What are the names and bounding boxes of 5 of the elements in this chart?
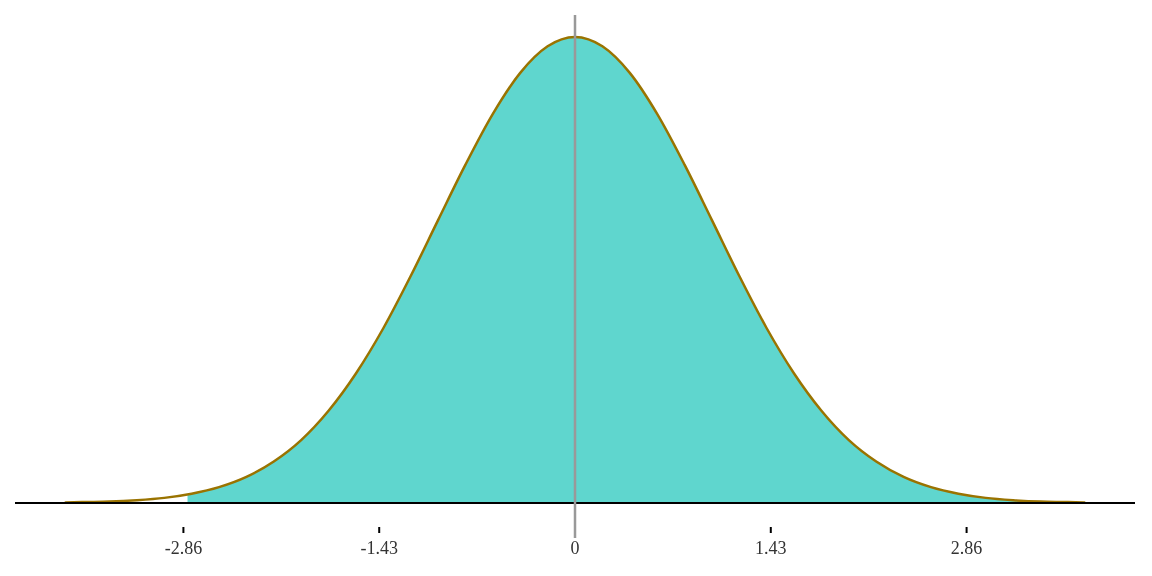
x-tick-label: -1.43 [360, 538, 398, 558]
x-tick-label: 1.43 [755, 538, 787, 558]
x-tick-label: 0 [570, 538, 580, 558]
x-tick-label: 2.86 [950, 538, 983, 558]
x-tick-label: -2.86 [164, 538, 203, 558]
